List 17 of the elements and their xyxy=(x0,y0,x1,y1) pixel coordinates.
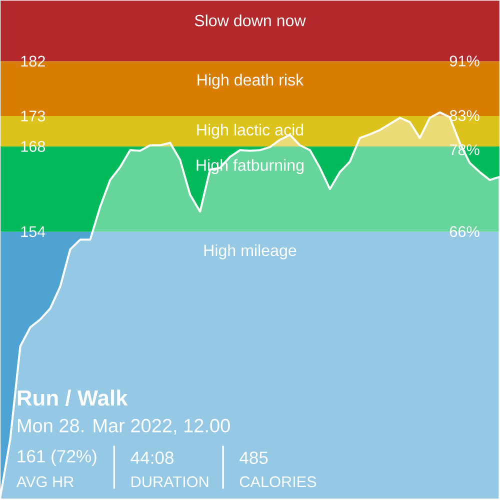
y-tick-label: 173 xyxy=(21,110,46,122)
annotation: 44:08 xyxy=(130,452,174,464)
annotation: 161 (72%) xyxy=(18,450,96,466)
annotation: DURATION xyxy=(132,476,208,488)
annotation: 485 xyxy=(240,452,268,464)
y2-tick-label: 66% xyxy=(450,226,480,238)
y-tick-label: 182 xyxy=(21,56,45,67)
band-label: High lactic acid xyxy=(197,124,304,139)
band-label: Slow down now xyxy=(194,14,306,26)
y2-tick-label: 91% xyxy=(450,56,480,66)
annotation: Run / Walk xyxy=(18,390,128,406)
annotation: CALORIES xyxy=(240,476,316,488)
annotation: Mon 28. Mar 2022, 12.00 xyxy=(18,418,230,435)
y2-tick-label: 83% xyxy=(450,110,480,122)
band-label: High mileage xyxy=(204,244,296,260)
band-label: High death risk xyxy=(198,74,304,89)
annotation: AVG HR xyxy=(16,476,74,488)
